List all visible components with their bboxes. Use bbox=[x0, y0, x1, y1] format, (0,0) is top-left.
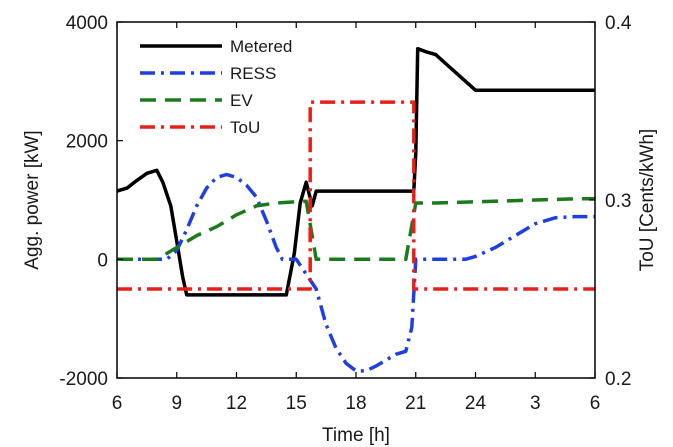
plot-area bbox=[117, 22, 595, 378]
y-axis-left-label: Agg. power [kW] bbox=[22, 130, 43, 269]
y-right-tick-label: 0.2 bbox=[605, 369, 631, 390]
x-tick-label: 6 bbox=[112, 393, 123, 414]
x-axis-label: Time [h] bbox=[322, 425, 390, 446]
x-tick-label: 15 bbox=[286, 393, 307, 414]
x-tick-label: 24 bbox=[465, 393, 487, 414]
y-left-tick-label: 4000 bbox=[66, 13, 108, 34]
x-tick-label: 3 bbox=[530, 393, 541, 414]
x-tick-label: 18 bbox=[345, 393, 366, 414]
y-left-tick-label: -2000 bbox=[59, 369, 108, 390]
x-tick-label: 21 bbox=[405, 393, 426, 414]
y-right-tick-label: 0.4 bbox=[605, 13, 632, 34]
legend-label-tou: ToU bbox=[230, 118, 260, 137]
legend-label-metered: Metered bbox=[230, 37, 292, 56]
series-line-metered bbox=[116, 46, 595, 297]
series-line-ev bbox=[117, 197, 595, 262]
x-tick-label: 9 bbox=[171, 393, 182, 414]
series-line-ress bbox=[117, 172, 595, 373]
legend-label-ev: EV bbox=[230, 91, 253, 110]
legend-label-ress: RESS bbox=[230, 64, 276, 83]
y-axis-right-label: ToU [Cents/kWh] bbox=[637, 129, 658, 272]
legend: Metered RESS EV ToU bbox=[140, 37, 292, 137]
y-left-tick-label: 2000 bbox=[66, 132, 108, 153]
y-right-tick-label: 0.3 bbox=[605, 191, 631, 212]
x-tick-label: 6 bbox=[590, 393, 601, 414]
series-line-tou bbox=[117, 100, 595, 291]
series-layer bbox=[116, 46, 595, 373]
x-tick-label: 12 bbox=[226, 393, 247, 414]
y-left-tick-label: 0 bbox=[97, 250, 108, 271]
